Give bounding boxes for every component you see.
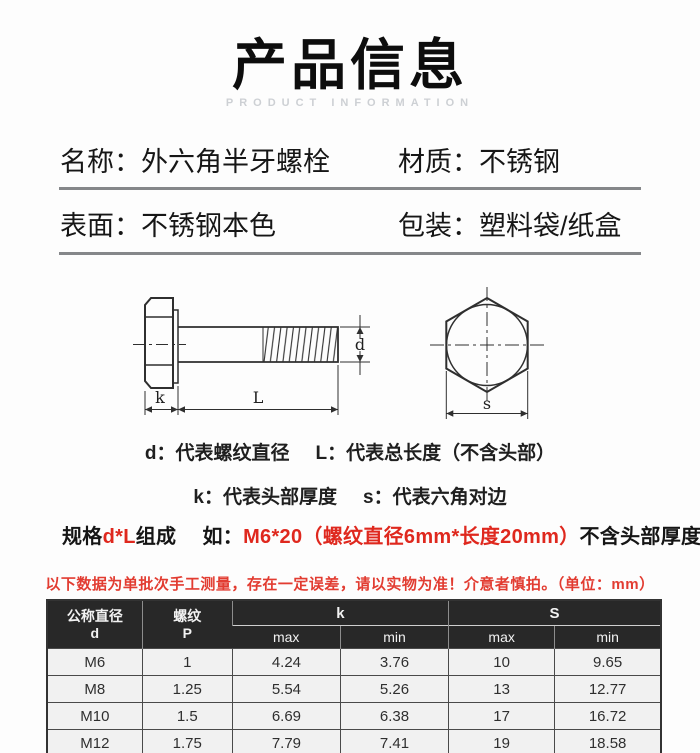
page-subtitle: PRODUCT INFORMATION (225, 97, 475, 109)
legend-line-2: k：代表头部厚度 s：代表六角对边 (0, 482, 700, 509)
table-cell: 5.26 (339, 675, 450, 703)
table-cell: 7.41 (339, 729, 450, 753)
product-packaging: 包装：塑料袋/纸盒 (398, 211, 622, 241)
header-thread-pitch-cn: 螺纹 (173, 607, 202, 624)
legend-k: k：代表头部厚度 (193, 487, 337, 508)
table-cell: 1.75 (141, 729, 233, 753)
table-cell: 1.25 (141, 675, 233, 703)
spec-table-body: M6 1 4.24 3.76 10 9.65 M8 1.25 5.54 5.26 13 12.77 M1… (46, 648, 662, 753)
table-cell: 19 (448, 729, 556, 753)
table-cell: M12 (46, 729, 143, 753)
header-group-k: k (231, 600, 449, 626)
header-s-min: min (554, 625, 661, 649)
header-nominal-diameter-cn: 公称直径 (66, 607, 123, 624)
dim-label-d: d (355, 335, 365, 354)
hex-head-end-view: s (430, 287, 544, 419)
table-cell: 1.5 (141, 702, 233, 730)
divider-line (59, 187, 641, 190)
table-cell: M8 (46, 675, 143, 703)
table-cell: 10 (448, 648, 556, 676)
spec-segment: M6*20（螺纹直径6mm*长度20mm） (243, 526, 580, 548)
table-cell: 7.79 (231, 729, 341, 753)
header-group-s: S (448, 600, 661, 626)
dim-label-L: L (253, 388, 264, 407)
product-surface: 表面：不锈钢本色 (60, 211, 276, 241)
table-cell: 12.77 (554, 675, 662, 703)
table-cell: M6 (46, 648, 143, 676)
dim-label-s: s (483, 394, 491, 413)
bolt-side-view: d k L (133, 297, 370, 415)
table-cell: 6.69 (231, 702, 341, 730)
table-cell: 9.65 (554, 648, 662, 676)
table-cell: 5.54 (231, 675, 341, 703)
spec-segment: d*L (102, 526, 136, 548)
spec-segment: 不含头部厚度 (579, 526, 700, 548)
info-row-name-material: 名称：外六角半牙螺栓 材质：不锈钢 (60, 140, 660, 179)
table-row: M12 1.75 7.79 7.41 19 18.58 (46, 729, 662, 753)
spec-table-header: 公称直径 d 螺纹 P k S max min max min (47, 600, 661, 649)
header-thread-pitch-symbol: P (182, 624, 192, 641)
table-cell: 4.24 (231, 648, 341, 676)
header-k-max: max (232, 625, 341, 649)
bolt-technical-drawing: d k L s (133, 287, 544, 419)
table-cell: 17 (448, 702, 556, 730)
table-row: M8 1.25 5.54 5.26 13 12.77 (46, 675, 662, 703)
legend-s: s：代表六角对边 (363, 487, 507, 508)
table-cell: 6.38 (339, 702, 450, 730)
header-nominal-diameter-symbol: d (90, 624, 100, 641)
spec-segment: 组成 如： (135, 526, 244, 548)
measurement-warning: 以下数据为单批次手工测量，存在一定误差，请以实物为准！介意者慎拍。（单位：mm） (45, 576, 655, 593)
legend-d: d：代表螺纹直径 (144, 443, 290, 464)
product-material: 材质：不锈钢 (398, 147, 560, 177)
info-row-surface-packaging: 表面：不锈钢本色 包装：塑料袋/纸盒 (60, 204, 660, 243)
header-nominal-diameter: 公称直径 d (47, 600, 143, 649)
table-cell: M10 (46, 702, 143, 730)
legend-line-1: d：代表螺纹直径 L：代表总长度（不含头部） (0, 438, 700, 465)
table-row: M10 1.5 6.69 6.38 17 16.72 (46, 702, 662, 730)
spec-table: 公称直径 d 螺纹 P k S max min max min M6 1 4.24 3… (46, 599, 662, 753)
dimension-legend: d：代表螺纹直径 L：代表总长度（不含头部） k：代表头部厚度 s：代表六角对边 (0, 438, 700, 526)
spec-line: 规格d*L组成 如：M6*20（螺纹直径6mm*长度20mm）不含头部厚度 (62, 520, 700, 549)
header-thread-pitch: 螺纹 P (141, 600, 233, 649)
spec-segment: 规格 (62, 526, 103, 548)
table-cell: 16.72 (554, 702, 662, 730)
table-cell: 13 (448, 675, 556, 703)
product-name: 名称：外六角半牙螺栓 (60, 147, 330, 177)
table-row: M6 1 4.24 3.76 10 9.65 (46, 648, 662, 676)
dim-label-k: k (155, 388, 165, 407)
header-k-min: min (339, 625, 449, 649)
header-s-max: max (448, 625, 555, 649)
legend-L: L：代表总长度（不含头部） (315, 443, 556, 464)
page-title: 产品信息 (231, 34, 468, 96)
table-cell: 1 (141, 648, 233, 676)
divider-line (59, 252, 641, 255)
table-cell: 18.58 (554, 729, 662, 753)
table-cell: 3.76 (339, 648, 450, 676)
